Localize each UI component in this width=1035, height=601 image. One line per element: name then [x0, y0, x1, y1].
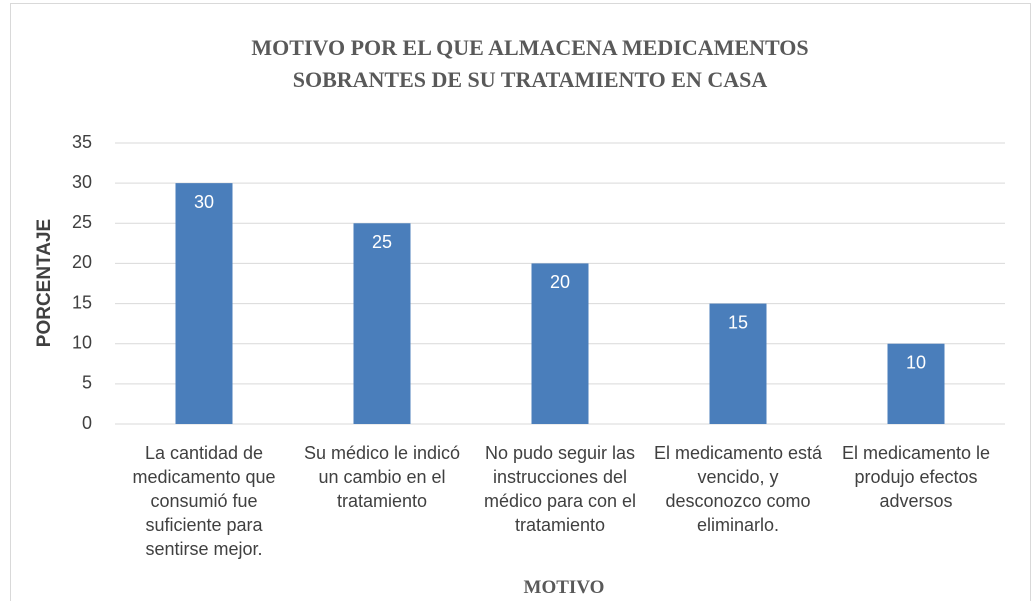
data-label: 20 — [550, 272, 570, 292]
bar — [353, 223, 411, 424]
y-tick-label: 15 — [72, 292, 92, 312]
x-tick-label: El medicamento le produjo efectos advers… — [841, 443, 991, 511]
data-label: 10 — [906, 352, 926, 372]
data-label: 25 — [372, 232, 392, 252]
x-tick-label: El medicamento está vencido, y desconozc… — [653, 443, 823, 535]
y-tick-label: 0 — [82, 413, 92, 433]
y-axis-label: PORCENTAJE — [34, 219, 55, 347]
x-tick-label: La cantidad de medicamento que consumió … — [132, 443, 276, 559]
y-tick-label: 5 — [82, 373, 92, 393]
y-tick-label: 20 — [72, 252, 92, 272]
y-tick-label: 25 — [72, 212, 92, 232]
data-label: 30 — [194, 192, 214, 212]
x-axis-label: MOTIVO — [523, 577, 605, 598]
y-tick-label: 35 — [72, 132, 92, 152]
x-tick-label: Su médico le indicó un cambio en el trat… — [303, 443, 461, 511]
bar — [531, 263, 589, 424]
y-tick-label: 10 — [72, 332, 92, 352]
y-tick-label: 30 — [72, 172, 92, 192]
chart-border — [10, 3, 1031, 601]
bar — [887, 343, 945, 424]
bar — [175, 183, 233, 424]
chart-title: MOTIVO POR EL QUE ALMACENA MEDICAMENTOS … — [251, 35, 809, 92]
data-label: 15 — [728, 312, 748, 332]
bar — [709, 303, 767, 424]
x-tick-label: No pudo seguir las instrucciones del méd… — [483, 443, 637, 535]
